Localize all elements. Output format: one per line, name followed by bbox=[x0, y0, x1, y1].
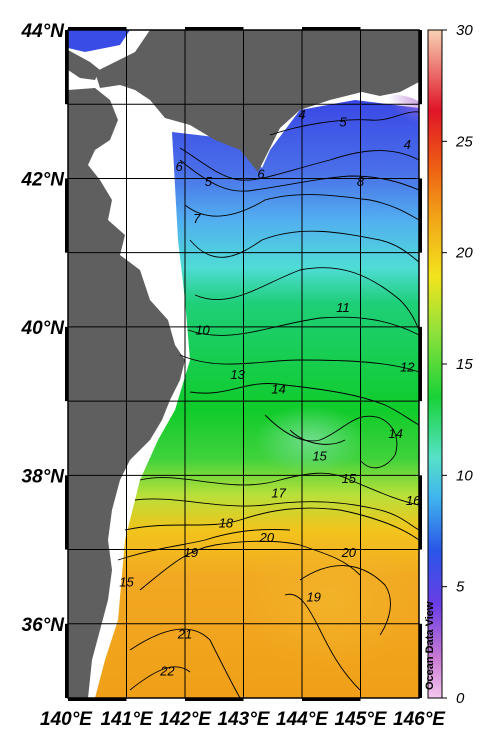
frame-segment bbox=[419, 326, 422, 402]
colorbar-tick-label: 5 bbox=[456, 579, 465, 596]
contour-label: 20 bbox=[259, 530, 275, 545]
longitude-label: 144°E bbox=[276, 709, 329, 730]
contour-label: 10 bbox=[195, 322, 210, 337]
latitude-label: 44°N bbox=[21, 21, 66, 42]
frame-segment bbox=[185, 698, 244, 701]
colorbar-tick-label: 15 bbox=[456, 356, 473, 373]
frame-segment bbox=[302, 698, 361, 701]
contour-label: 6 bbox=[257, 166, 265, 181]
contour-label: 15 bbox=[342, 471, 357, 486]
frame-segment bbox=[185, 27, 244, 30]
contour-label: 14 bbox=[388, 426, 402, 441]
longitude-label: 140°E bbox=[40, 709, 93, 730]
colorbar-tick-label: 30 bbox=[456, 22, 473, 39]
colorbar-gradient bbox=[427, 29, 443, 699]
frame-segment bbox=[419, 30, 422, 105]
contour-label: 13 bbox=[230, 367, 245, 382]
contour-label: 15 bbox=[119, 575, 134, 590]
contour-label: 4 bbox=[298, 107, 305, 122]
longitude-label: 146°E bbox=[393, 709, 446, 730]
map-area: 4 5 4 6 5 6 8 7 11 10 12 13 14 14 15 15 16 17 18 20 19 20 15 19… bbox=[68, 30, 421, 698]
contour-label: 20 bbox=[341, 545, 357, 560]
contour-label: 14 bbox=[271, 382, 285, 397]
colorbar: 30 25 20 15 10 5 0 bbox=[427, 22, 473, 707]
colorbar-tick-label: 20 bbox=[455, 245, 473, 262]
contour-label: 17 bbox=[271, 486, 286, 501]
contour-label: 6 bbox=[176, 159, 184, 174]
island bbox=[370, 38, 383, 52]
latitude-label: 42°N bbox=[21, 169, 66, 190]
graticule bbox=[68, 30, 419, 698]
longitude-labels: 140°E 141°E 142°E 143°E 144°E 145°E 146°E bbox=[40, 709, 446, 730]
contour-label: 5 bbox=[339, 114, 347, 129]
colorbar-tick-label: 10 bbox=[456, 467, 473, 484]
northwest-cold-patch bbox=[68, 30, 130, 52]
contour-label: 4 bbox=[404, 137, 411, 152]
latitude-label: 40°N bbox=[21, 318, 66, 339]
frame-segment bbox=[68, 698, 127, 701]
longitude-label: 141°E bbox=[101, 709, 154, 730]
contour-label: 19 bbox=[184, 545, 198, 560]
latitude-labels: 44°N 42°N 40°N 38°N 36°N bbox=[21, 21, 66, 636]
land-northwest bbox=[68, 50, 100, 80]
frame-segment bbox=[419, 623, 422, 698]
land-hokkaido bbox=[95, 30, 419, 172]
warm-core bbox=[240, 530, 419, 670]
frame-segment bbox=[419, 178, 422, 253]
cool-core bbox=[255, 405, 365, 475]
latitude-label: 38°N bbox=[22, 466, 66, 487]
contour-label: 15 bbox=[312, 448, 327, 463]
contour-label: 16 bbox=[406, 493, 421, 508]
cold-corner bbox=[360, 95, 419, 145]
longitude-label: 143°E bbox=[218, 709, 271, 730]
contour-label: 19 bbox=[306, 590, 320, 605]
frame-segment bbox=[65, 30, 68, 105]
contour-lines bbox=[117, 111, 419, 698]
contour-label: 18 bbox=[219, 515, 234, 530]
contour-label: 8 bbox=[357, 174, 365, 189]
frame-segment bbox=[65, 623, 68, 698]
frame-segment bbox=[419, 475, 422, 550]
contour-label: 11 bbox=[336, 300, 350, 315]
contour-label: 7 bbox=[193, 211, 201, 226]
latitude-label: 36°N bbox=[22, 615, 66, 636]
contour-label: 22 bbox=[159, 664, 175, 679]
frame-segment bbox=[65, 475, 68, 550]
colorbar-ticks: 30 25 20 15 10 5 0 bbox=[442, 22, 473, 707]
contour-label: 12 bbox=[400, 359, 415, 374]
frame-segment bbox=[302, 27, 361, 30]
frame-segment bbox=[68, 27, 127, 30]
island bbox=[395, 56, 408, 68]
colorbar-tick-label: 0 bbox=[456, 690, 465, 707]
contour-labels: 4 5 4 6 5 6 8 7 11 10 12 13 14 14 15 15 16 17 18 20 19 20 15 19… bbox=[119, 107, 421, 679]
watermark: Ocean Data View bbox=[424, 601, 436, 690]
colorbar-tick-label: 25 bbox=[455, 133, 473, 150]
frame-border bbox=[65, 27, 422, 701]
longitude-label: 145°E bbox=[335, 709, 388, 730]
contour-label: 5 bbox=[205, 174, 213, 189]
longitude-label: 142°E bbox=[159, 709, 212, 730]
contour-label: 21 bbox=[177, 627, 192, 642]
frame-segment bbox=[65, 326, 68, 402]
frame-segment bbox=[65, 178, 68, 253]
